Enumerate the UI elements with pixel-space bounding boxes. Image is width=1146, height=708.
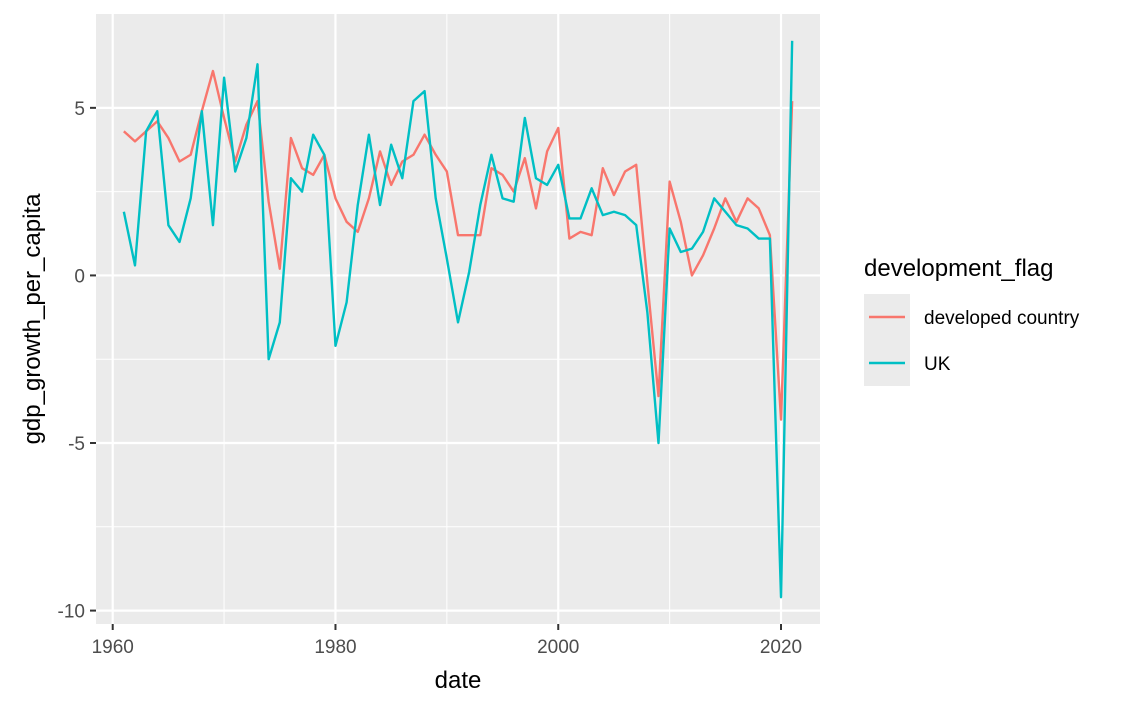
legend-key-background bbox=[864, 294, 910, 386]
legend: development_flag developed country UK bbox=[864, 255, 1080, 386]
legend-title: development_flag bbox=[864, 255, 1053, 282]
legend-label: developed country bbox=[924, 308, 1080, 329]
x-tick-label: 2020 bbox=[760, 637, 802, 658]
legend-label: UK bbox=[924, 354, 951, 375]
y-tick-label: 5 bbox=[74, 99, 85, 120]
y-tick-label: -5 bbox=[68, 434, 85, 455]
series-line bbox=[122, 40, 794, 599]
y-tick-labels: -10 -5 0 5 bbox=[58, 99, 85, 623]
y-tick-label: 0 bbox=[74, 266, 85, 287]
series-lines bbox=[122, 40, 794, 599]
x-tick-label: 2000 bbox=[537, 637, 579, 658]
y-axis-title: gdp_growth_per_capita bbox=[19, 193, 46, 445]
y-tick-label: -10 bbox=[58, 602, 85, 623]
legend-items: developed country UK bbox=[864, 294, 1080, 386]
x-tick-label: 1960 bbox=[92, 637, 134, 658]
x-tick-label: 1980 bbox=[314, 637, 356, 658]
x-axis-title: date bbox=[435, 667, 482, 694]
x-tick-labels: 1960 1980 2000 2020 bbox=[92, 637, 803, 658]
axis-ticks bbox=[90, 106, 783, 630]
grid-major bbox=[96, 14, 820, 624]
